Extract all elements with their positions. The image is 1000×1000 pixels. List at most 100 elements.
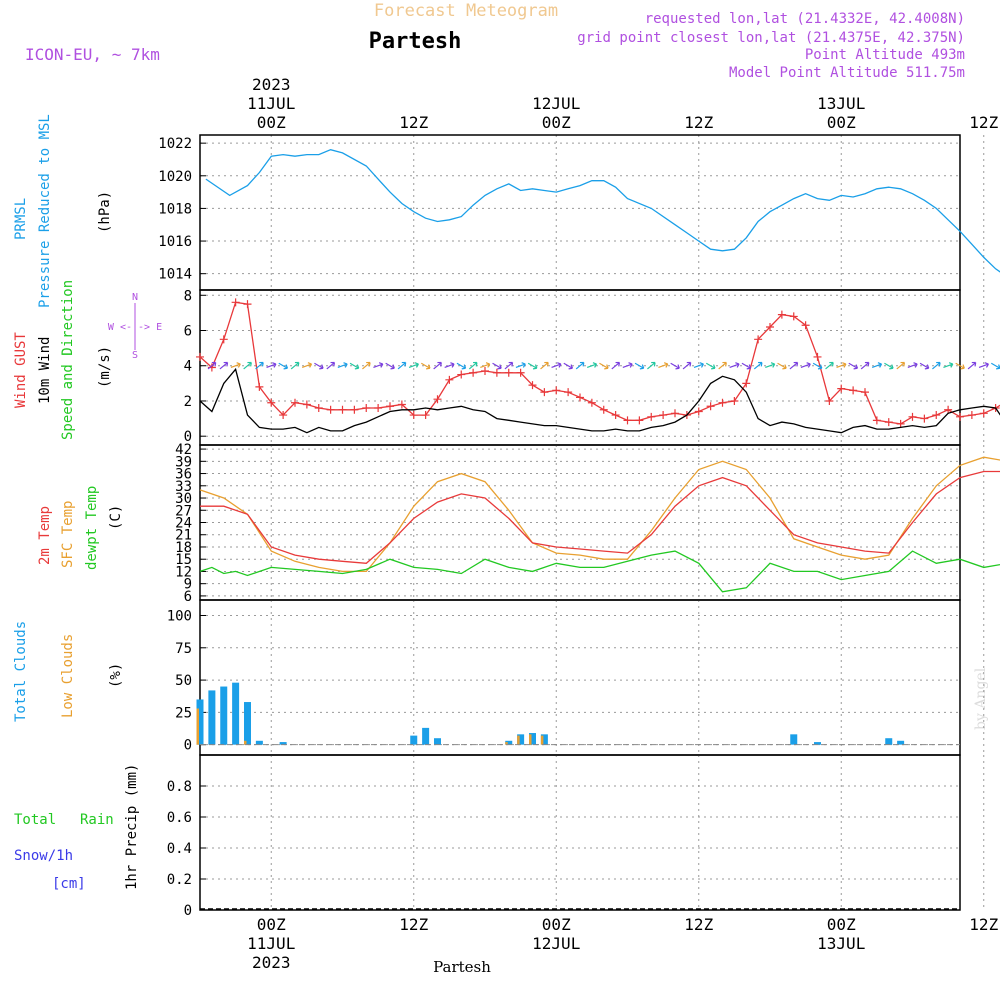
time-label: 12Z — [969, 915, 998, 934]
prmsl-label: PRMSL — [13, 198, 29, 240]
wind-arrow-shape — [741, 362, 752, 370]
wind-direction-arrow — [243, 361, 252, 370]
wind-arrow-shape — [266, 362, 277, 369]
wind-gust-marker — [884, 418, 893, 427]
wind-gust-marker — [469, 368, 478, 377]
pressure-unit-label: (hPa) — [97, 191, 113, 233]
wind-arrow-shape — [397, 361, 407, 370]
pressure-panel-labels: PRMSL Pressure Reduced to MSL (hPa) — [13, 114, 113, 308]
wind-direction-arrow — [896, 361, 906, 370]
wind-gust-marker — [813, 352, 822, 361]
time-label: 12Z — [684, 113, 713, 132]
wind-gust-marker — [837, 384, 846, 393]
wind-direction-arrow — [266, 362, 277, 369]
wind-gust-marker — [967, 411, 976, 420]
wind-direction-arrow — [765, 362, 776, 369]
plot-panels: 1014101610181020102202468691215182124273… — [158, 134, 1000, 919]
wind-arrow-shape — [682, 361, 692, 370]
wind-arrow-shape — [599, 362, 609, 370]
wind-direction-arrow — [634, 362, 645, 370]
wind-direction-arrow — [978, 362, 989, 369]
wind-gust-marker — [350, 405, 359, 414]
cloud-frame — [199, 599, 961, 756]
wind-gust-marker — [219, 335, 228, 344]
wind-gust-marker — [481, 367, 489, 376]
total-cloud-bar — [529, 733, 536, 745]
rain-label: Rain — [80, 812, 114, 828]
pressure-ytick-label: 1022 — [158, 136, 192, 152]
wind-direction-arrow — [622, 362, 633, 369]
wind-arrow-shape — [705, 362, 716, 370]
wind-arrow-shape — [314, 362, 324, 370]
wind-arrow-shape — [943, 362, 954, 369]
wind-direction-arrow — [314, 362, 324, 370]
wind-arrow-shape — [611, 361, 621, 370]
wind-gust-marker — [231, 298, 240, 307]
wind-direction-arrow — [718, 361, 727, 370]
wind-gust-marker — [291, 398, 299, 407]
wind-gust-marker — [255, 382, 264, 391]
time-label: 12JUL — [532, 94, 580, 113]
temp-ytick-label: 21 — [175, 528, 192, 544]
wind-arrow-shape — [990, 362, 1000, 370]
wind-ytick-label: 6 — [184, 324, 192, 340]
wind-arrow-shape — [871, 362, 883, 369]
wind-direction-arrow — [599, 362, 609, 370]
wind-arrow-shape — [765, 362, 776, 369]
wind-arrow-shape — [337, 362, 348, 369]
wind-gust-marker — [706, 402, 715, 411]
wind-arrow-shape — [884, 362, 894, 370]
wind-direction-arrow — [408, 362, 419, 369]
watermark: by Angel — [973, 667, 989, 730]
wind-arrow-shape — [255, 361, 264, 370]
cloud-ytick-label: 100 — [167, 609, 192, 625]
wind-gust-marker — [742, 379, 751, 388]
wind-gust-marker — [409, 411, 418, 420]
wind-direction-arrow — [693, 362, 704, 369]
wind-ytick-label: 2 — [184, 394, 192, 410]
wind-direction-arrow — [990, 362, 1000, 370]
temp-sfc-label: SFC Temp — [60, 501, 76, 568]
wind-gust-marker — [730, 396, 739, 405]
total-cloud-bar — [208, 690, 216, 745]
cloud-ytick-label: 0 — [184, 738, 192, 754]
wind-gust-marker — [599, 405, 608, 414]
wind-gust-marker — [433, 395, 442, 404]
temp-ytick-label: 24 — [175, 516, 192, 532]
wind-gust-marker — [908, 412, 917, 421]
compass-n: N — [132, 292, 138, 303]
wind-gust-marker — [920, 414, 929, 423]
total-cloud-bar — [279, 742, 287, 745]
wind-arrow-shape — [504, 361, 514, 370]
wind-direction-arrow — [373, 362, 384, 369]
temp-ytick-label: 18 — [175, 540, 192, 556]
wind-arrow-shape — [456, 362, 467, 370]
pressure-msl-label: Pressure Reduced to MSL — [37, 114, 53, 308]
wind-arrow-shape — [978, 362, 989, 369]
wind-arrow-shape — [718, 361, 727, 370]
wind-arrow-shape — [278, 362, 289, 370]
wind-direction-arrow — [729, 362, 740, 369]
time-label: 00Z — [827, 915, 856, 934]
cloud-panel-labels: Total Clouds Low Clouds (%) — [13, 621, 124, 722]
wind-gust-marker — [528, 381, 537, 390]
temp-unit-label: (C) — [108, 505, 124, 530]
model-name: ICON-EU, ~ 7km — [25, 45, 160, 64]
wind-gust-marker — [326, 405, 335, 414]
wind-arrow-shape — [777, 362, 787, 370]
pressure-panel: 1014 1016 1018 1020 1022 — [158, 134, 1000, 291]
precip-ytick-label: 0.2 — [167, 872, 192, 888]
low-cloud-bar — [517, 735, 520, 745]
wind-gust-marker — [611, 411, 620, 420]
wind-gust-marker — [896, 419, 905, 428]
precip-frame — [199, 754, 961, 911]
wind-gust-marker — [243, 300, 252, 309]
temp-ytick-label: 9 — [184, 577, 192, 593]
wind-arrow-shape — [812, 362, 823, 370]
time-label: 2023 — [252, 953, 291, 972]
wind-direction-arrow — [919, 362, 930, 370]
temp-ytick-label: 39 — [175, 454, 192, 470]
wind-arrow-shape — [753, 361, 763, 370]
precip-axis-label: 1hr Precip (mm) — [124, 764, 140, 890]
